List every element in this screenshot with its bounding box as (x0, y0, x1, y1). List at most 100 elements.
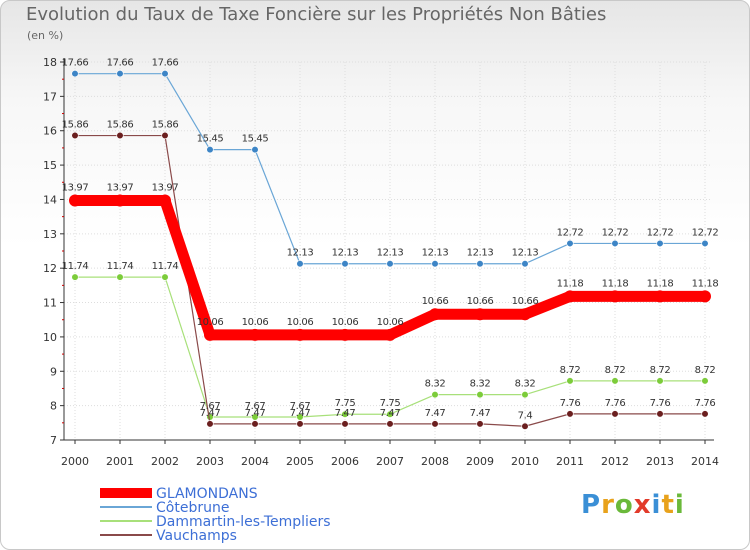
logo-letter: i (674, 490, 685, 520)
data-point (701, 377, 709, 385)
data-point (431, 391, 439, 399)
data-label: 17.66 (107, 58, 134, 69)
data-point (699, 290, 711, 303)
data-point (386, 260, 394, 268)
legend-item[interactable]: Dammartin-les-Templiers (100, 514, 331, 530)
data-label: 12.13 (422, 248, 449, 259)
y-tick-label: 12 (43, 262, 57, 275)
data-label: 7.67 (290, 401, 311, 412)
data-label: 11.74 (107, 261, 134, 272)
data-point (566, 377, 574, 385)
y-tick-label: 16 (43, 125, 57, 138)
data-label: 7.47 (470, 408, 491, 419)
data-label: 15.45 (197, 134, 224, 145)
y-tick-label: 10 (43, 331, 57, 344)
data-point (116, 131, 124, 140)
series-lines (69, 70, 711, 430)
data-label: 8.72 (650, 365, 671, 376)
x-tick-label: 2009 (466, 455, 494, 468)
data-point (384, 328, 396, 341)
x-tick-label: 2013 (646, 455, 674, 468)
logo-letter: P (581, 490, 602, 520)
legend-item[interactable]: Vauchamps (100, 528, 237, 544)
data-label: 13.97 (107, 182, 134, 193)
unit-label: (en %) (27, 29, 64, 42)
legend-item[interactable]: Côtebrune (100, 500, 229, 516)
y-tick-label: 11 (43, 297, 57, 310)
data-label: 7.76 (695, 398, 716, 409)
legend-label: Dammartin-les-Templiers (156, 514, 331, 530)
y-tick-label: 14 (43, 193, 57, 206)
data-label: 7.76 (605, 398, 626, 409)
data-label: 12.13 (332, 248, 359, 259)
data-point (114, 194, 126, 207)
data-label: 15.45 (242, 134, 269, 145)
data-point (296, 420, 304, 428)
data-label: 10.06 (287, 317, 314, 328)
data-point (116, 70, 124, 78)
x-tick-label: 2003 (196, 455, 224, 468)
logo-letter: x (633, 490, 652, 520)
x-tick-label: 2012 (601, 455, 629, 468)
data-label: 7.47 (245, 408, 266, 419)
x-tick-label: 2004 (241, 455, 269, 468)
data-point (609, 290, 621, 303)
y-tick-label: 9 (50, 365, 57, 378)
data-label: 10.66 (422, 296, 449, 307)
data-label: 7.76 (650, 398, 671, 409)
data-point (476, 420, 484, 428)
data-label: 7.67 (200, 401, 221, 412)
data-label: 7.47 (290, 408, 311, 419)
data-label: 8.32 (425, 379, 446, 390)
data-label: 7.75 (335, 398, 356, 409)
legend[interactable]: GLAMONDANSCôtebruneDammartin-les-Templie… (100, 486, 331, 544)
data-label: 11.18 (557, 278, 584, 289)
data-label: 10.06 (242, 317, 269, 328)
data-label: 8.32 (515, 379, 536, 390)
data-point (611, 239, 619, 248)
data-point (476, 260, 484, 268)
data-point (71, 70, 79, 78)
data-point (251, 420, 259, 428)
data-point (386, 410, 394, 418)
data-label: 13.97 (62, 182, 89, 193)
data-label: 17.66 (152, 58, 179, 69)
x-tick-label: 2014 (691, 455, 719, 468)
data-point (341, 260, 349, 268)
data-label: 12.13 (467, 248, 494, 259)
data-label: 7.4 (518, 410, 533, 421)
x-tick-label: 2007 (376, 455, 404, 468)
legend-label: Côtebrune (156, 500, 229, 516)
data-point (519, 308, 531, 321)
data-point (71, 273, 79, 281)
x-tick-label: 2000 (61, 455, 89, 468)
data-label: 7.47 (335, 408, 356, 419)
data-point (341, 410, 349, 418)
data-label: 7.47 (425, 408, 446, 419)
y-tick-label: 8 (50, 400, 57, 413)
data-point (69, 194, 81, 207)
data-label: 11.18 (602, 278, 629, 289)
axes: 7 8 9 10 11 12 13 14 15 16 17 18 2000 2001 2002 2003 200… (43, 56, 719, 468)
legend-item[interactable]: GLAMONDANS (100, 486, 258, 502)
data-point (161, 273, 169, 281)
data-point (476, 391, 484, 399)
data-point (116, 273, 124, 281)
data-label: 8.72 (695, 365, 716, 376)
logo-letter: i (651, 490, 662, 520)
logo-letter: r (601, 490, 615, 520)
data-point (251, 146, 259, 154)
data-point (296, 260, 304, 268)
data-point (159, 194, 171, 207)
chart-title: Evolution du Taux de Taxe Foncière sur l… (26, 4, 607, 25)
data-label: 10.06 (377, 317, 404, 328)
data-point (611, 377, 619, 385)
data-point (521, 422, 529, 430)
logo-letter: t (661, 490, 675, 520)
data-point (206, 146, 214, 154)
data-label: 7.67 (245, 401, 266, 412)
data-label: 12.13 (377, 248, 404, 259)
data-point (431, 420, 439, 428)
data-label: 8.72 (560, 365, 581, 376)
